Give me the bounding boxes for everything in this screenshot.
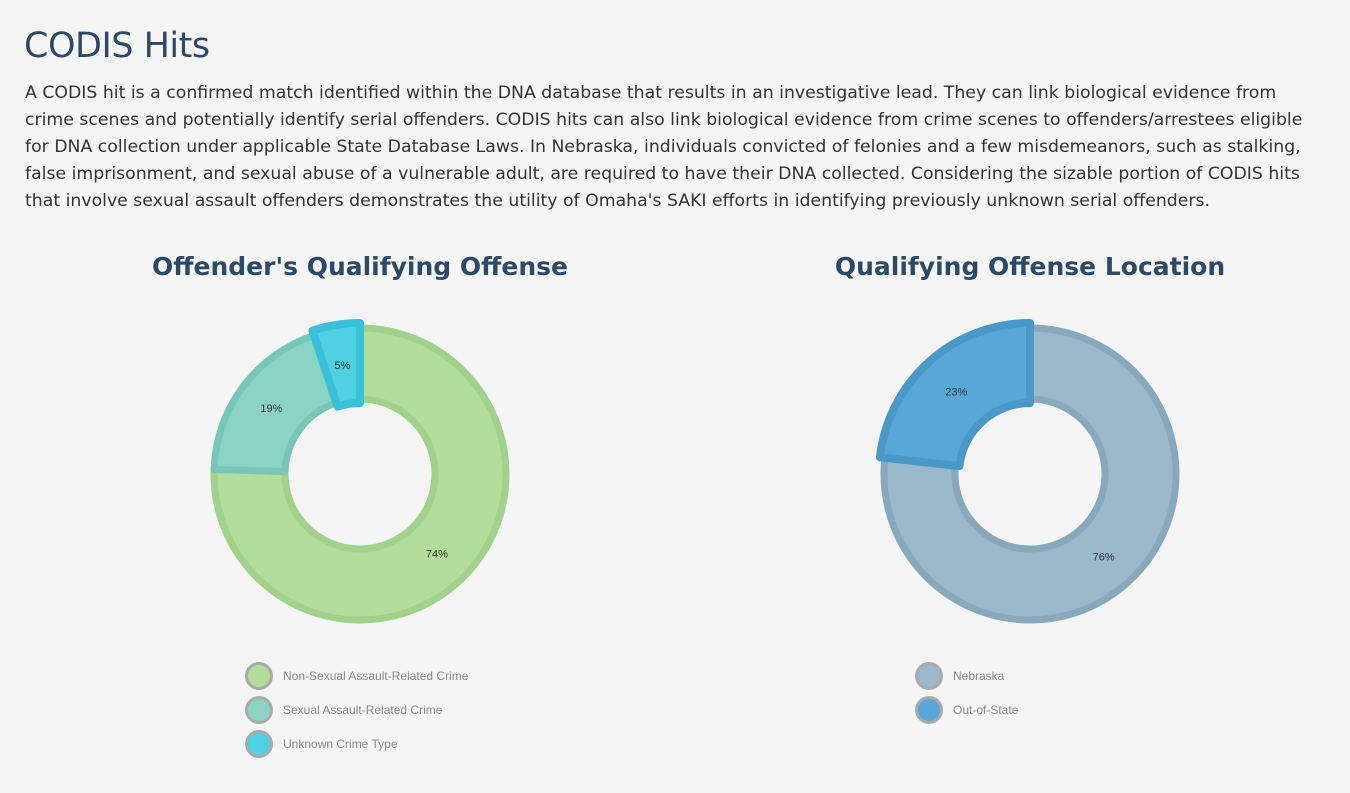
legend-swatch <box>245 730 273 758</box>
legend-label: Nebraska <box>953 669 1005 683</box>
slice-label-sexual-assault-related-crime: 19% <box>260 403 282 415</box>
slice-label-unknown-crime-type: 5% <box>334 360 350 372</box>
legend-swatch <box>245 662 273 690</box>
donut-chart-offense: 74% 19% 5% <box>210 319 510 624</box>
legend-swatch <box>915 662 943 690</box>
chart-title-offense: Offender's Qualifying Offense <box>152 252 568 281</box>
slice-label-non-sexual-assault-related-crime: 74% <box>426 548 448 560</box>
legend-item-nebraska[interactable]: Nebraska <box>915 659 1018 693</box>
intro-paragraph: A CODIS hit is a confirmed match identif… <box>25 83 1303 211</box>
legend-label: Non-Sexual Assault-Related Crime <box>283 669 469 683</box>
legend-swatch <box>245 696 273 724</box>
slice-non-sexual-assault-related-crime[interactable] <box>210 324 510 624</box>
slice-label-nebraska: 76% <box>1093 551 1115 563</box>
slice-label-out-of-state: 23% <box>945 387 967 399</box>
slice-unknown-crime-type[interactable] <box>308 319 364 411</box>
legend-item-out-of-state[interactable]: Out-of-State <box>915 693 1018 727</box>
chart-title-location: Qualifying Offense Location <box>834 252 1226 281</box>
legend-offense: Non-Sexual Assault-Related Crime Sexual A… <box>245 659 468 761</box>
slice-nebraska[interactable] <box>880 324 1180 624</box>
slice-sexual-assault-related-crime[interactable] <box>210 331 340 476</box>
legend-label: Unknown Crime Type <box>283 737 398 751</box>
legend-item-sexual-assault-related-crime[interactable]: Sexual Assault-Related Crime <box>245 693 468 727</box>
page-title: CODIS Hits <box>24 26 210 66</box>
legend-swatch <box>915 696 943 724</box>
legend-label: Out-of-State <box>953 703 1019 717</box>
donut-chart-location: 76% 23% <box>875 319 1180 624</box>
legend-location: Nebraska Out-of-State <box>915 659 1018 727</box>
legend-label: Sexual Assault-Related Crime <box>283 703 443 717</box>
slice-out-of-state[interactable] <box>875 319 1034 471</box>
legend-item-unknown-crime-type[interactable]: Unknown Crime Type <box>245 727 468 761</box>
legend-item-non-sexual-assault-related-crime[interactable]: Non-Sexual Assault-Related Crime <box>245 659 468 693</box>
